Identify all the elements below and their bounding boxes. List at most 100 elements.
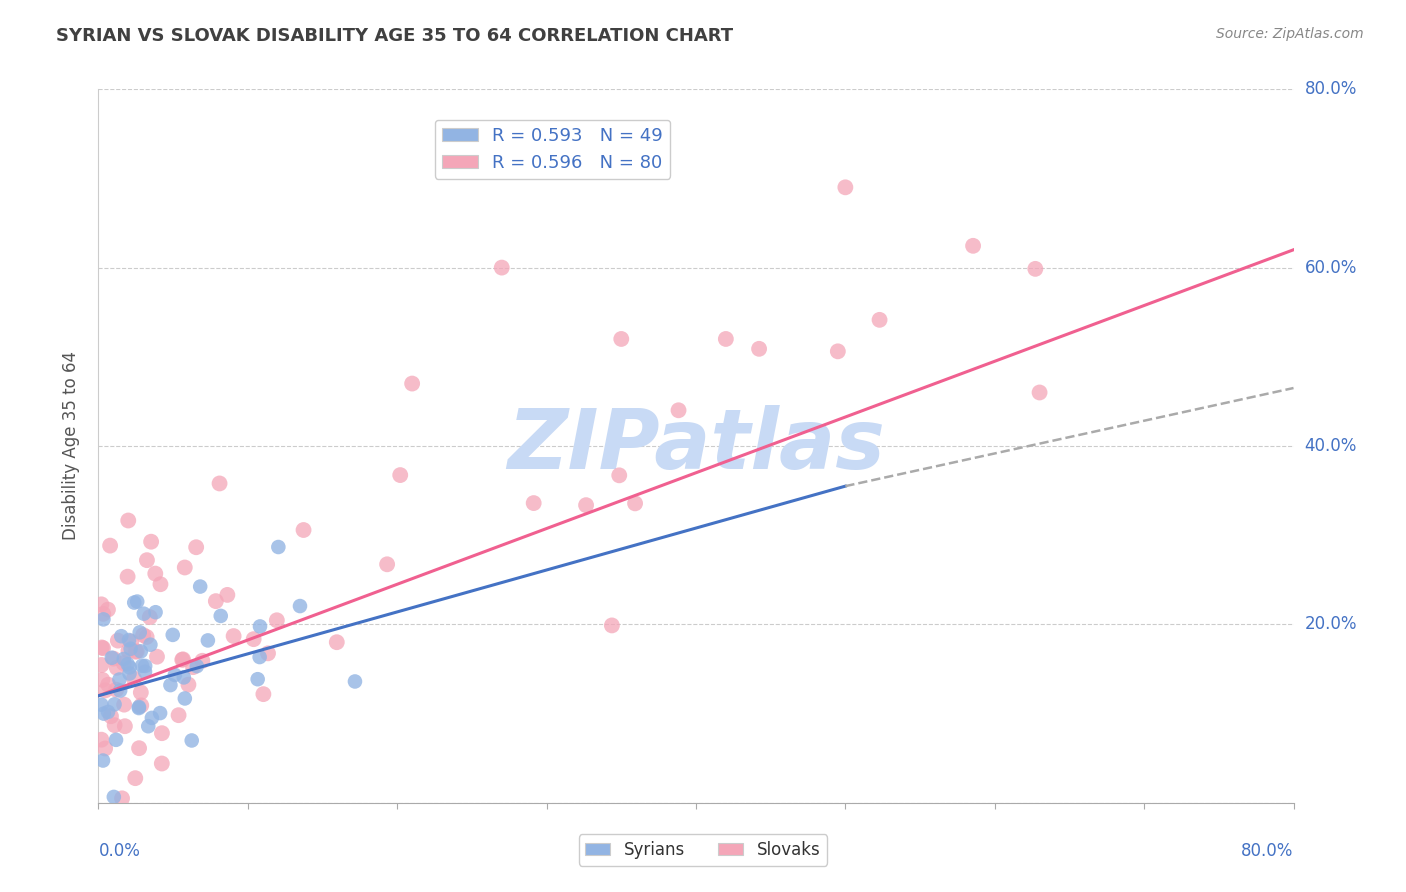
Point — [94, 741, 117, 756]
Point — [97, 705, 120, 719]
Point — [91, 607, 114, 621]
Point — [128, 625, 150, 640]
Point — [105, 732, 128, 747]
Point — [105, 682, 128, 697]
Point — [267, 540, 290, 554]
Point — [668, 403, 690, 417]
Point — [118, 660, 141, 674]
Point — [172, 652, 194, 666]
Point — [139, 638, 162, 652]
Point — [188, 580, 211, 594]
Point — [124, 771, 146, 785]
Point — [167, 708, 190, 723]
Point — [90, 640, 112, 655]
Point — [110, 629, 132, 643]
Point — [834, 180, 856, 194]
Point — [125, 644, 148, 658]
Point — [139, 610, 162, 624]
Point — [132, 607, 155, 621]
Point — [150, 756, 173, 771]
Point — [124, 645, 146, 659]
Point — [141, 711, 163, 725]
Point — [962, 239, 984, 253]
Point — [103, 698, 125, 712]
Point — [145, 605, 167, 619]
Point — [97, 602, 120, 616]
Point — [197, 633, 219, 648]
Point — [103, 789, 125, 804]
Point — [523, 496, 546, 510]
Point — [575, 498, 598, 512]
Point — [180, 733, 202, 747]
Point — [186, 540, 208, 554]
Text: SYRIAN VS SLOVAK DISABILITY AGE 35 TO 64 CORRELATION CHART: SYRIAN VS SLOVAK DISABILITY AGE 35 TO 64… — [56, 27, 734, 45]
Point — [266, 613, 288, 627]
Point — [120, 634, 142, 648]
Point — [208, 476, 231, 491]
Point — [401, 376, 423, 391]
Point — [93, 612, 115, 626]
Point — [114, 719, 136, 733]
Point — [104, 718, 127, 732]
Point — [249, 619, 271, 633]
Point — [108, 673, 131, 687]
Point — [117, 657, 139, 672]
Point — [246, 672, 269, 686]
Point — [610, 332, 633, 346]
Point — [117, 644, 139, 658]
Point — [252, 687, 274, 701]
Point — [222, 629, 245, 643]
Point — [122, 672, 145, 686]
Text: 20.0%: 20.0% — [1305, 615, 1357, 633]
Point — [150, 726, 173, 740]
Text: Source: ZipAtlas.com: Source: ZipAtlas.com — [1216, 27, 1364, 41]
Point — [186, 659, 208, 673]
Point — [128, 701, 150, 715]
Point — [217, 588, 239, 602]
Point — [112, 698, 135, 712]
Point — [159, 678, 181, 692]
Point — [134, 665, 156, 679]
Point — [146, 649, 169, 664]
Text: 80.0%: 80.0% — [1241, 842, 1294, 860]
Point — [103, 651, 125, 665]
Point — [205, 594, 228, 608]
Point — [135, 630, 157, 644]
Point — [108, 683, 131, 698]
Point — [624, 496, 647, 510]
Point — [101, 650, 124, 665]
Point — [1024, 261, 1046, 276]
Point — [91, 673, 114, 687]
Point — [122, 596, 145, 610]
Point — [181, 660, 204, 674]
Text: ZIPatlas: ZIPatlas — [508, 406, 884, 486]
Y-axis label: Disability Age 35 to 64: Disability Age 35 to 64 — [62, 351, 80, 541]
Point — [714, 332, 737, 346]
Point — [118, 633, 141, 648]
Point — [90, 657, 112, 672]
Point — [118, 666, 141, 681]
Point — [128, 700, 150, 714]
Point — [292, 523, 315, 537]
Point — [173, 670, 195, 684]
Point — [491, 260, 513, 275]
Point — [105, 661, 128, 675]
Legend: Syrians, Slovaks: Syrians, Slovaks — [579, 835, 827, 866]
Point — [143, 566, 166, 581]
Point — [389, 468, 412, 483]
Point — [375, 558, 398, 572]
Point — [100, 709, 122, 723]
Point — [107, 633, 129, 648]
Point — [112, 652, 135, 666]
Point — [93, 706, 115, 721]
Point — [90, 732, 112, 747]
Point — [162, 628, 184, 642]
Point — [120, 641, 142, 656]
Point — [90, 598, 112, 612]
Point — [163, 668, 186, 682]
Point — [90, 698, 112, 712]
Text: 0.0%: 0.0% — [98, 842, 141, 860]
Text: 80.0%: 80.0% — [1305, 80, 1357, 98]
Point — [1028, 385, 1050, 400]
Point — [600, 618, 623, 632]
